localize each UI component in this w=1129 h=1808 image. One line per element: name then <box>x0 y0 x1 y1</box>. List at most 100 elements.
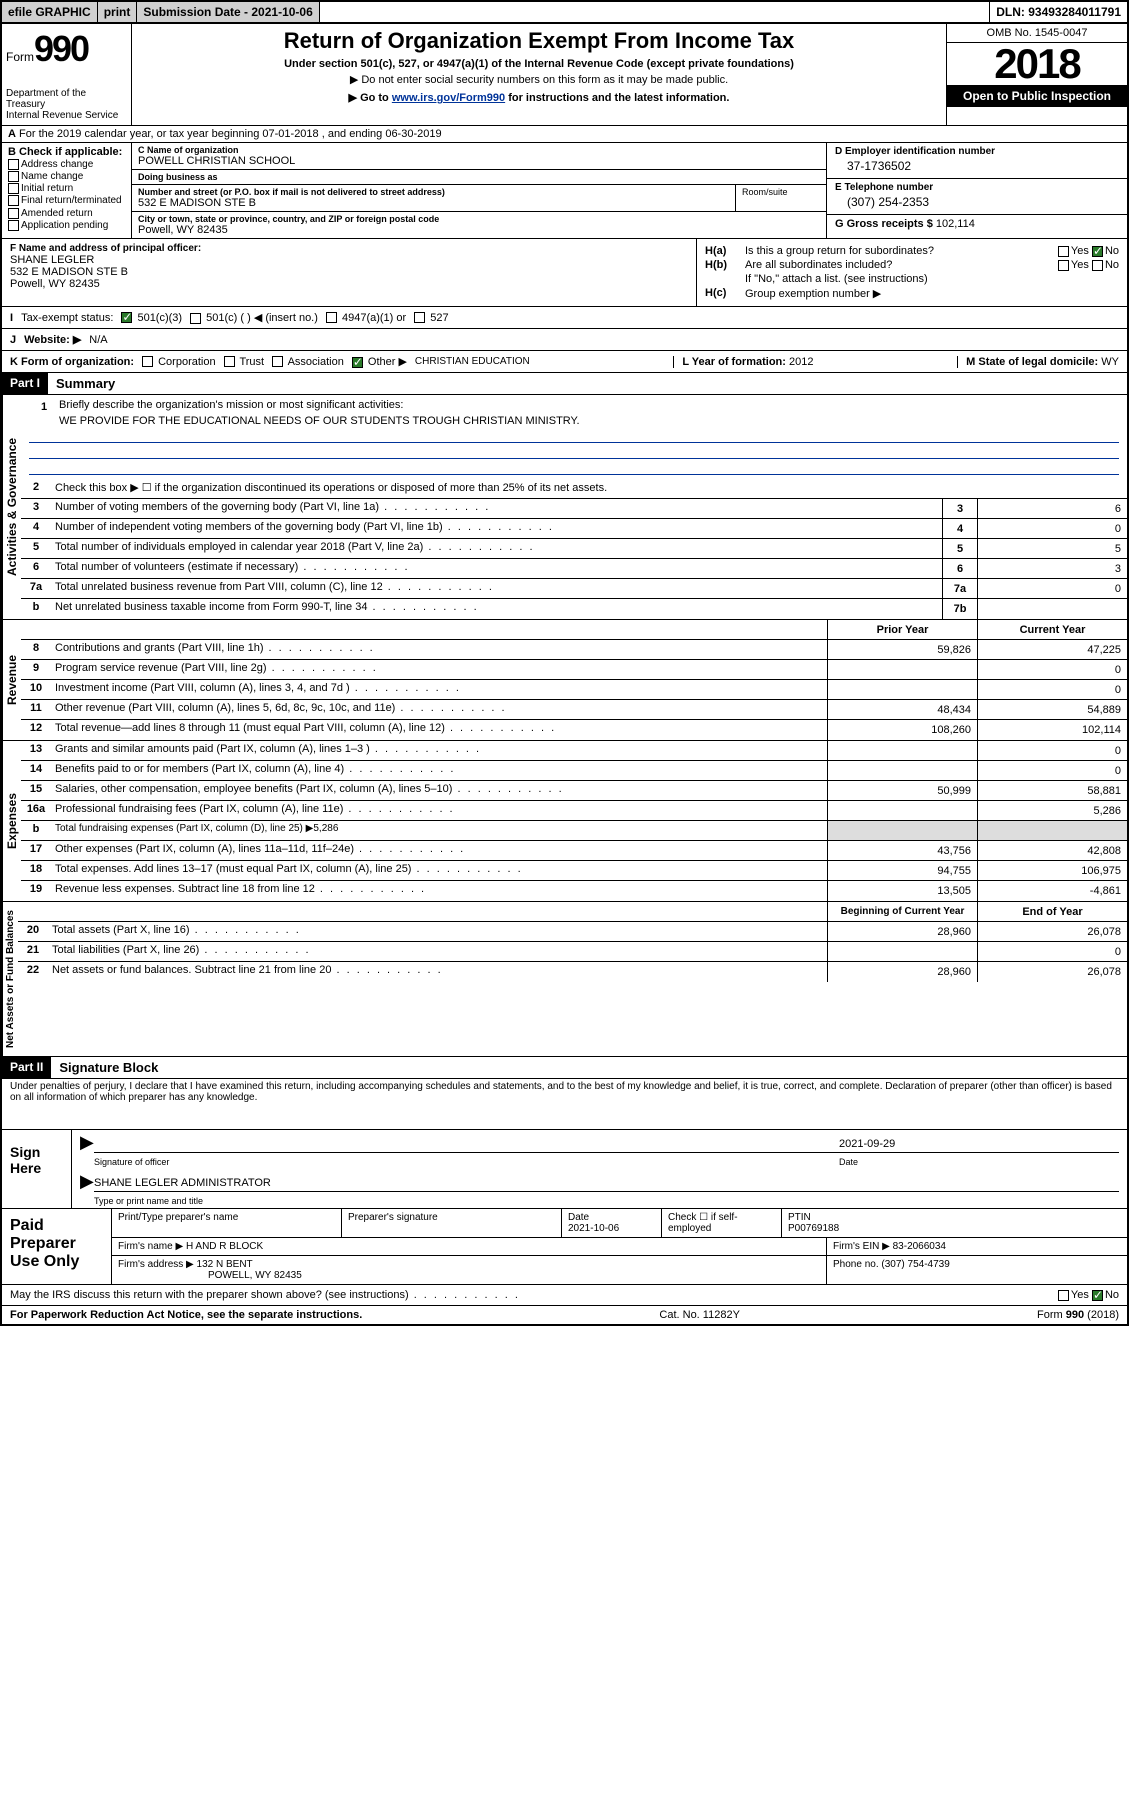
ts-501c[interactable]: 501(c) ( ) ◀ (insert no.) <box>190 311 318 324</box>
ltext: Total assets (Part X, line 16) <box>48 922 827 941</box>
form-prefix: Form <box>6 50 34 64</box>
line-16a: 16a Professional fundraising fees (Part … <box>21 801 1127 821</box>
end-year-hdr: End of Year <box>977 902 1127 921</box>
h-b-row: H(b) Are all subordinates included? Yes … <box>705 259 1119 271</box>
rev-hdr-txt <box>51 620 827 639</box>
ts-527[interactable]: 527 <box>414 312 448 324</box>
lnum: 21 <box>18 942 48 961</box>
ltext: Program service revenue (Part VIII, line… <box>51 660 827 679</box>
sig-date-lbl: Date <box>839 1157 1119 1167</box>
cb-amended[interactable]: Amended return <box>8 208 125 219</box>
ltext: Salaries, other compensation, employee b… <box>51 781 827 800</box>
exp-lines: 13 Grants and similar amounts paid (Part… <box>21 741 1127 901</box>
officer-addr2: Powell, WY 82435 <box>10 278 688 290</box>
ts-501c3[interactable]: 501(c)(3) <box>121 312 182 324</box>
h-b-note: If "No," attach a list. (see instruction… <box>705 273 1119 285</box>
lval-prior: 48,434 <box>827 700 977 719</box>
row-j-website: J Website: ▶ N/A <box>2 329 1127 351</box>
officer-addr1: 532 E MADISON STE B <box>10 266 688 278</box>
lnum: 22 <box>18 962 48 982</box>
line-13: 13 Grants and similar amounts paid (Part… <box>21 741 1127 761</box>
lval-prior: 13,505 <box>827 881 977 901</box>
k-trust[interactable]: Trust <box>224 356 265 368</box>
org-name-lbl: C Name of organization <box>138 145 820 155</box>
goto-link[interactable]: www.irs.gov/Form990 <box>392 92 505 104</box>
j-label: J <box>10 334 16 346</box>
lval-prior: 94,755 <box>827 861 977 880</box>
lbox: 6 <box>942 559 977 578</box>
row-k-form-org: K Form of organization: Corporation Trus… <box>2 351 1127 373</box>
ein-lbl: D Employer identification number <box>835 146 1119 157</box>
vert-netassets: Net Assets or Fund Balances <box>2 902 18 1056</box>
hc-lbl: H(c) <box>705 287 745 300</box>
lval-current: 47,225 <box>977 640 1127 659</box>
prep-name-hdr: Print/Type preparer's name <box>112 1209 342 1237</box>
line-21: 21 Total liabilities (Part X, line 26) 0 <box>18 942 1127 962</box>
sign-here-label: Sign Here <box>2 1130 72 1208</box>
lval-current: -4,861 <box>977 881 1127 901</box>
lval-current: 102,114 <box>977 720 1127 740</box>
ltext: Other revenue (Part VIII, column (A), li… <box>51 700 827 719</box>
mission-text: WE PROVIDE FOR THE EDUCATIONAL NEEDS OF … <box>29 415 1119 427</box>
a-label: A <box>8 128 16 140</box>
prep-row-2: Firm's name ▶ H AND R BLOCK Firm's EIN ▶… <box>112 1238 1127 1256</box>
hb-no-cb[interactable] <box>1092 260 1103 271</box>
k-assoc[interactable]: Association <box>272 356 344 368</box>
lval-prior <box>827 741 977 760</box>
k-other-val: CHRISTIAN EDUCATION <box>415 356 530 367</box>
sig-arrow-2: ▶ <box>80 1171 94 1192</box>
cb-final-return[interactable]: Final return/terminated <box>8 195 125 206</box>
irs-no-cb[interactable] <box>1092 1290 1103 1301</box>
dba-lbl: Doing business as <box>138 172 820 182</box>
part1-title: Summary <box>48 373 123 394</box>
sig-officer-field[interactable] <box>94 1138 839 1153</box>
hb-yn: Yes No <box>1058 259 1119 271</box>
lval-current: 26,078 <box>977 922 1127 941</box>
header-left: Form 990 Department of the Treasury Inte… <box>2 24 132 125</box>
cb-name-change[interactable]: Name change <box>8 171 125 182</box>
sign-fields: ▶ 2021-09-29 Signature of officer Date ▶… <box>72 1130 1127 1208</box>
irs-yes-cb[interactable] <box>1058 1290 1069 1301</box>
page-footer: For Paperwork Reduction Act Notice, see … <box>2 1306 1127 1324</box>
part2-hdr: Part II <box>2 1057 51 1078</box>
ltext: Number of voting members of the governin… <box>51 499 942 518</box>
cb-app-pending[interactable]: Application pending <box>8 220 125 231</box>
lval: 3 <box>977 559 1127 578</box>
na-hdr-txt <box>48 902 827 921</box>
ha-no-cb[interactable] <box>1092 246 1103 257</box>
line-8: 8 Contributions and grants (Part VIII, l… <box>21 640 1127 660</box>
website-val: N/A <box>89 334 107 346</box>
k-other[interactable]: Other ▶ <box>352 355 407 368</box>
ha-yes-cb[interactable] <box>1058 246 1069 257</box>
penalties-text: Under penalties of perjury, I declare th… <box>2 1079 1127 1105</box>
line1-num: 1 <box>29 399 59 415</box>
lval-current: 54,889 <box>977 700 1127 719</box>
k-corp[interactable]: Corporation <box>142 356 216 368</box>
line-19: 19 Revenue less expenses. Subtract line … <box>21 881 1127 901</box>
prep-label: Paid Preparer Use Only <box>2 1209 112 1284</box>
sig-lbl-row-1: Signature of officer Date <box>72 1155 1127 1169</box>
lnum: 8 <box>21 640 51 659</box>
ltext: Benefits paid to or for members (Part IX… <box>51 761 827 780</box>
city-lbl: City or town, state or province, country… <box>138 214 820 224</box>
ein-val: 37-1736502 <box>835 157 1119 175</box>
hb-yes-cb[interactable] <box>1058 260 1069 271</box>
prep-ptin-cell: PTINP00769188 <box>782 1209 1127 1237</box>
lval-current: 42,808 <box>977 841 1127 860</box>
lbox: 3 <box>942 499 977 518</box>
gov-lines: 2 Check this box ▶ ☐ if the organization… <box>21 479 1127 619</box>
lnum: 3 <box>21 499 51 518</box>
goto-suffix: for instructions and the latest informat… <box>505 92 729 104</box>
room-lbl: Room/suite <box>736 185 826 211</box>
gov-line-4: 4 Number of independent voting members o… <box>21 519 1127 539</box>
cb-initial-return[interactable]: Initial return <box>8 183 125 194</box>
ha-txt: Is this a group return for subordinates? <box>745 245 1058 257</box>
cb-address-change[interactable]: Address change <box>8 159 125 170</box>
lnum: 12 <box>21 720 51 740</box>
ts-4947[interactable]: 4947(a)(1) or <box>326 312 406 324</box>
print-button[interactable]: print <box>98 2 138 22</box>
mline1 <box>29 429 1119 443</box>
section-b-through-g: B Check if applicable: Address change Na… <box>2 143 1127 239</box>
lnum: 15 <box>21 781 51 800</box>
ltext: Total revenue—add lines 8 through 11 (mu… <box>51 720 827 740</box>
